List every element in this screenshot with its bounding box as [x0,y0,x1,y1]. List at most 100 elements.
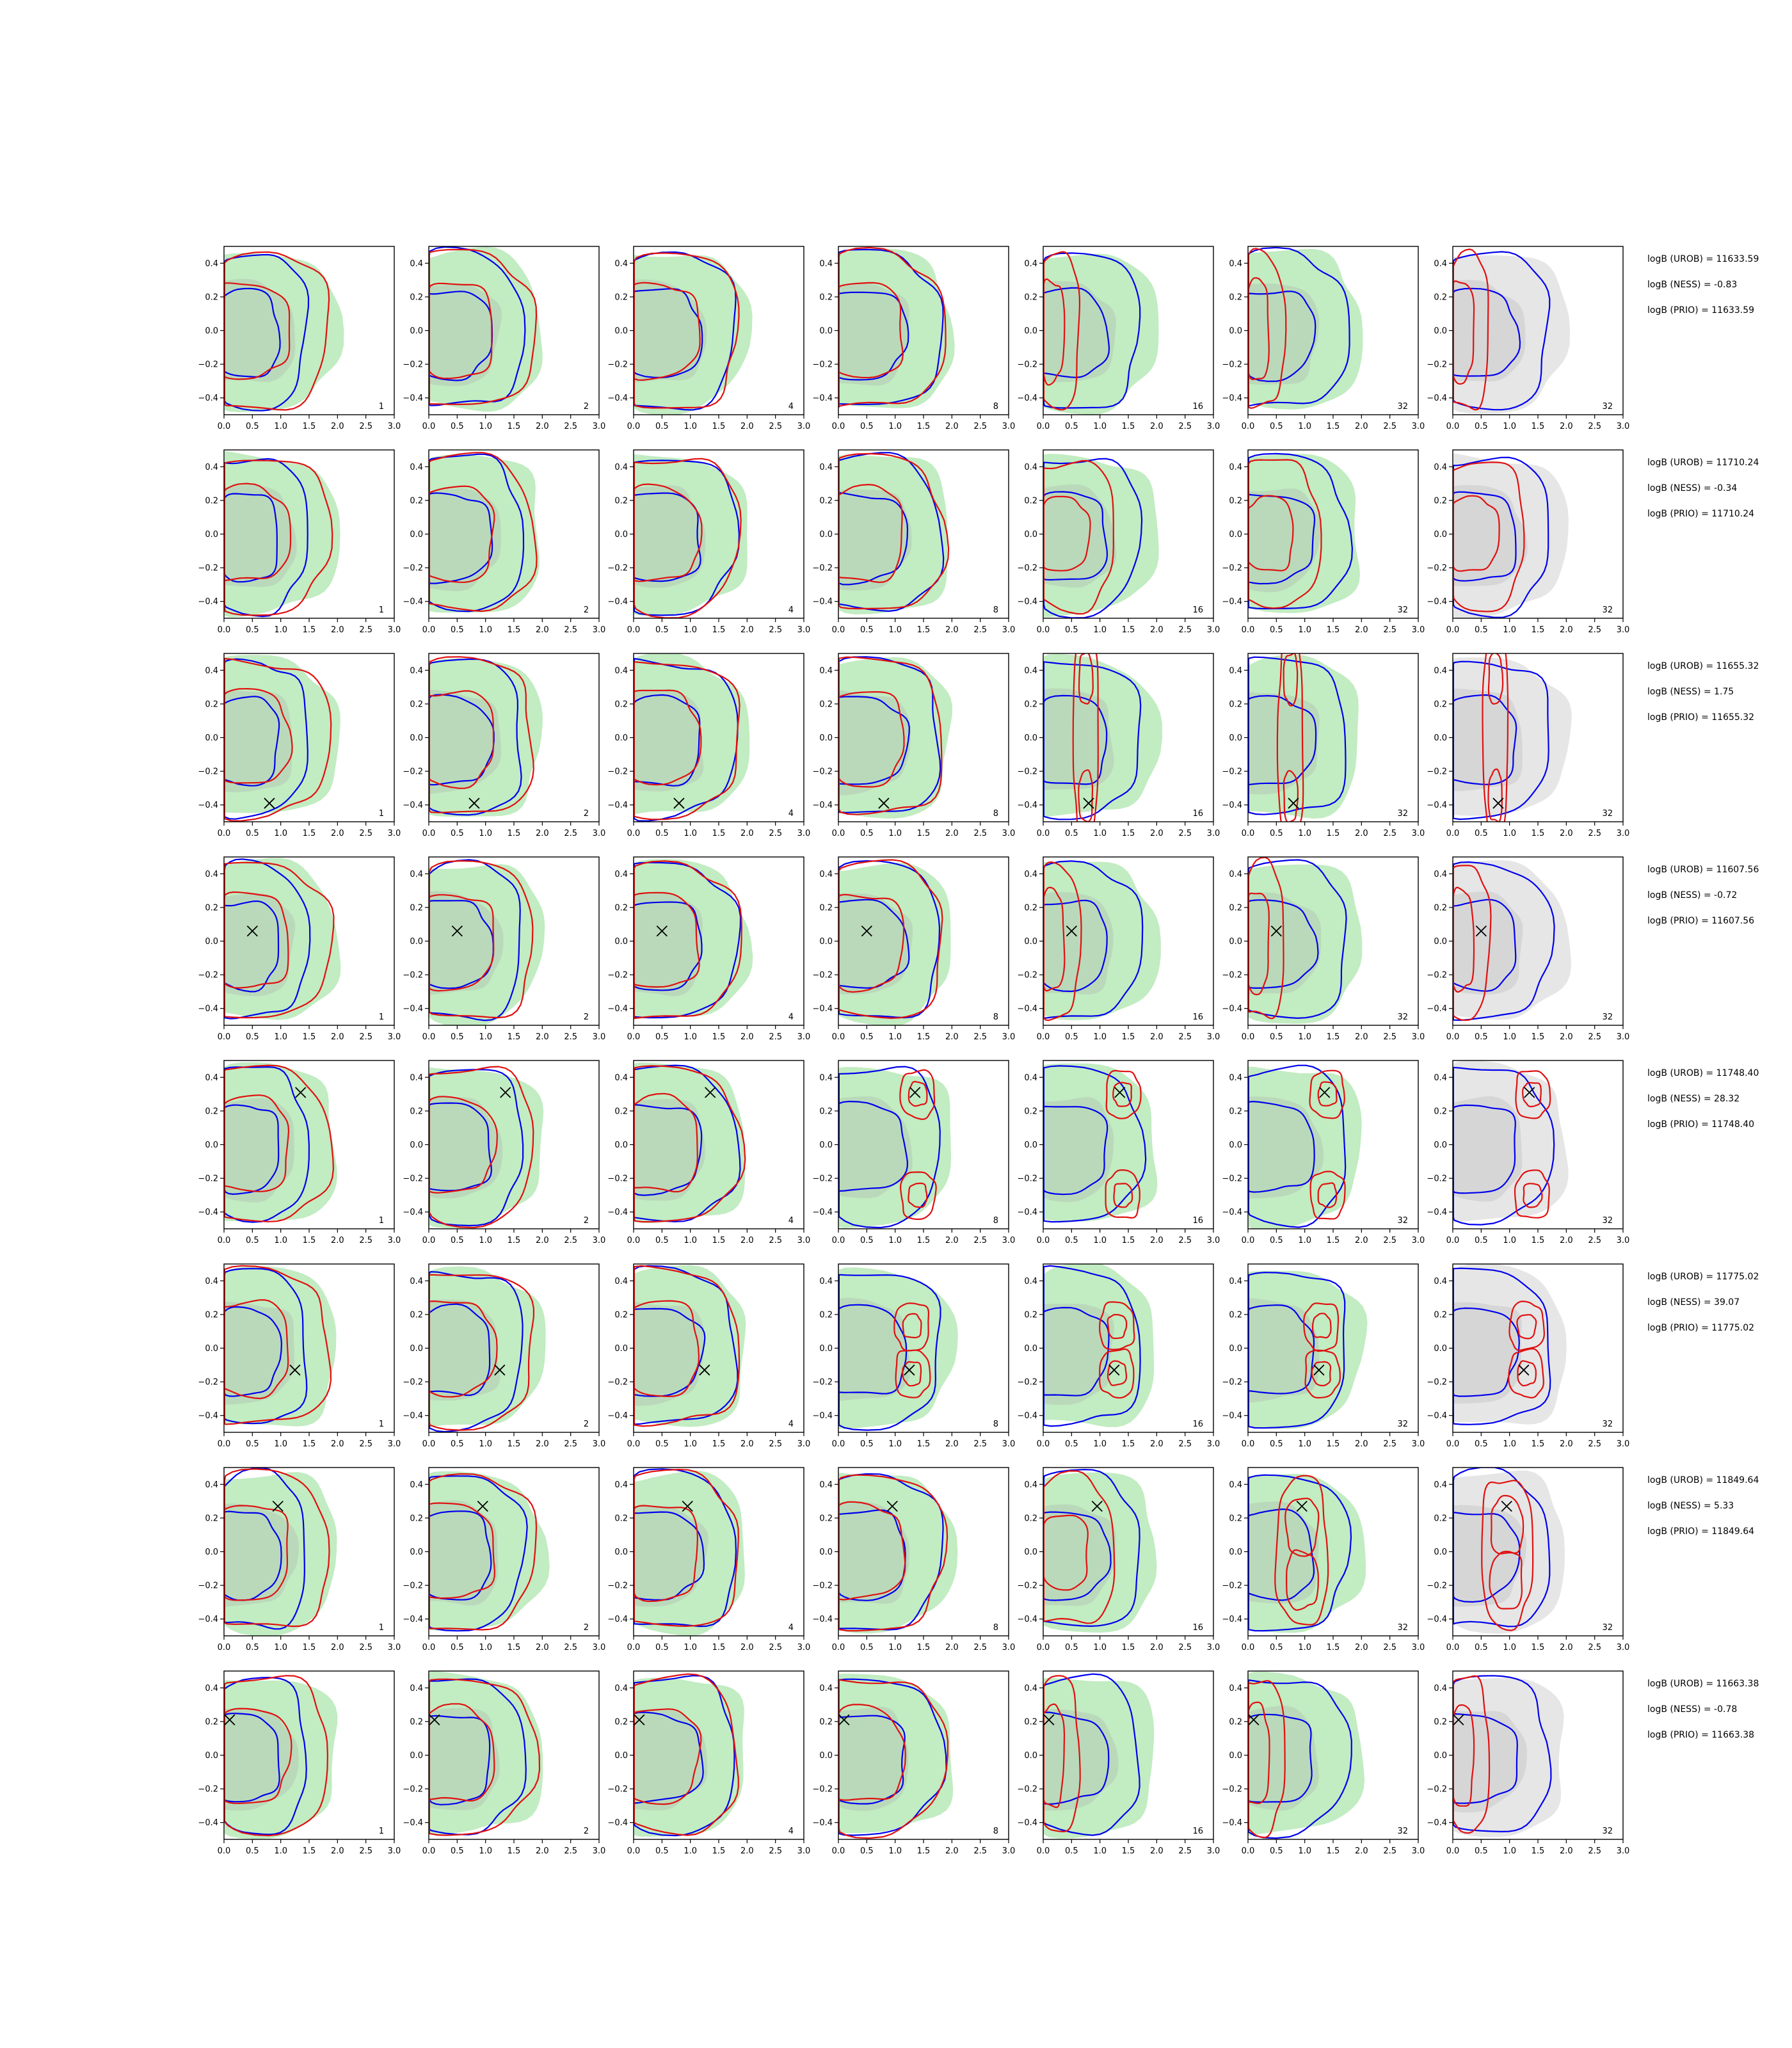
x-tick-label: 1.5 [1532,422,1545,431]
x-tick-label: 0.5 [246,1439,259,1449]
y-tick-label: 0.0 [1024,1344,1037,1354]
y-tick-label: 0.0 [205,937,218,947]
panel-corner-label: 2 [584,809,589,819]
y-tick-label: 0.4 [205,1073,218,1083]
y-tick-label: −0.4 [812,597,833,607]
x-tick-label: 2.0 [1560,1643,1573,1652]
prior-region-inner [1248,1501,1319,1604]
x-tick-label: 0.5 [1065,829,1078,838]
subplot: 0.0 0.5 1.0 1.5 2.0 2.5 3.0 0.4 0.2 0.0 −0.2 −0.4 8 [812,856,1015,1042]
panel-corner-label: 8 [993,402,998,412]
logb-annotation: logB (UROB) = 11710.24 [1647,458,1759,468]
panel-corner-label: 16 [1192,1827,1203,1836]
x-tick-label: 1.0 [274,1236,287,1245]
x-tick-label: 2.5 [1178,422,1192,431]
x-tick-label: 0.0 [218,1439,231,1449]
x-tick-label: 1.5 [508,1439,521,1449]
y-tick-label: 0.0 [1024,1548,1037,1557]
y-tick-label: 0.2 [614,496,628,506]
x-tick-label: 1.0 [479,422,492,431]
x-marker [886,1500,898,1512]
panel-corner-label: 2 [584,1623,589,1633]
x-tick-label: 0.5 [1270,422,1283,431]
y-tick-label: 0.0 [410,326,423,336]
y-tick-label: 0.2 [410,903,423,913]
x-tick-label: 3.0 [1002,1439,1016,1449]
red-contour [1516,1314,1537,1340]
x-tick-label: 1.0 [684,1439,697,1449]
panel-corner-label: 2 [584,1827,589,1836]
y-tick-label: −0.2 [198,1174,218,1184]
x-tick-label: 1.5 [917,1032,931,1042]
y-tick-label: −0.2 [403,1785,423,1795]
y-tick-label: 0.0 [614,1548,628,1557]
logb-annotation: logB (PRIO) = 11775.02 [1647,1323,1755,1333]
x-tick-label: 1.5 [508,422,521,431]
subplot: 0.0 0.5 1.0 1.5 2.0 2.5 3.0 0.4 0.2 0.0 −0.2 −0.4 2 [403,1670,605,1856]
y-tick-label: −0.4 [1017,1208,1037,1217]
y-tick-label: 0.0 [819,1344,833,1354]
y-tick-label: 0.4 [205,1277,218,1286]
x-tick-label: 2.5 [1178,829,1192,838]
red-contour [429,1096,499,1194]
x-tick-label: 3.0 [1207,1032,1220,1042]
panel-corner-label: 4 [788,1827,794,1836]
red-contour [634,483,703,582]
y-tick-label: 0.0 [614,326,628,336]
y-tick-label: −0.2 [1222,1378,1242,1388]
x-tick-label: 2.5 [1588,829,1601,838]
panel-corner-label: 32 [1397,605,1408,615]
x-tick-label: 1.0 [274,1439,287,1449]
y-tick-label: −0.4 [607,1615,628,1624]
y-tick-label: 0.4 [1434,1480,1447,1490]
x-tick-label: 1.0 [684,1032,697,1042]
x-tick-label: 1.5 [1122,829,1135,838]
x-marker [1248,1714,1260,1725]
prior-region-inner [429,1708,500,1811]
red-contour [1248,1701,1270,1804]
x-tick-label: 2.5 [359,625,372,635]
prior-region-inner [634,279,707,383]
prior-region-inner [1043,1097,1114,1203]
panel-corner-label: 32 [1602,1420,1613,1429]
y-tick-label: 0.2 [1434,903,1447,913]
prior-region-inner [429,891,504,995]
y-tick-label: 0.0 [410,733,423,743]
panel-corner-label: 8 [993,1216,998,1226]
x-tick-label: 0.5 [451,1643,464,1652]
prior-region-inner [1453,1302,1522,1404]
red-contour [429,690,495,789]
x-tick-label: 2.5 [973,1846,987,1856]
panel-corner-label: 8 [993,1420,998,1429]
prior-region-inner [1248,892,1322,995]
prior-region-inner [634,689,704,792]
x-tick-label: 1.5 [1327,1846,1340,1856]
prior-region-inner [429,1097,503,1199]
x-tick-label: 2.5 [1588,625,1601,635]
x-tick-label: 0.5 [246,1236,259,1245]
y-tick-label: −0.4 [1017,597,1037,607]
y-tick-label: −0.2 [812,971,833,980]
y-tick-label: 0.0 [614,1140,628,1150]
x-marker [1313,1364,1325,1376]
panel-corner-label: 2 [584,402,589,412]
red-contour [1248,277,1270,381]
blue-contour-inner [1453,1104,1516,1194]
x-tick-label: 0.0 [1037,1236,1050,1245]
x-tick-label: 1.0 [1503,422,1516,431]
y-tick-label: 0.0 [1434,1344,1447,1354]
subplot: 0.0 0.5 1.0 1.5 2.0 2.5 3.0 0.4 0.2 0.0 −0.2 −0.4 32 [1222,1060,1425,1245]
y-tick-label: 0.2 [410,1107,423,1116]
x-tick-label: 3.0 [388,1643,401,1652]
subplot: 0.0 0.5 1.0 1.5 2.0 2.5 3.0 0.4 0.2 0.0 −0.2 −0.4 32 [1427,1060,1629,1245]
x-tick-label: 3.0 [1207,829,1220,838]
y-tick-label: 0.4 [410,870,423,879]
y-tick-label: −0.4 [198,1208,218,1217]
y-tick-label: −0.4 [1427,1615,1447,1624]
x-tick-label: 0.0 [832,625,845,635]
blue-contour-inner [1248,1508,1315,1601]
x-tick-label: 0.5 [1475,625,1488,635]
x-marker [494,1364,506,1376]
red-contour [908,1182,928,1208]
red-contour [1317,1182,1338,1208]
